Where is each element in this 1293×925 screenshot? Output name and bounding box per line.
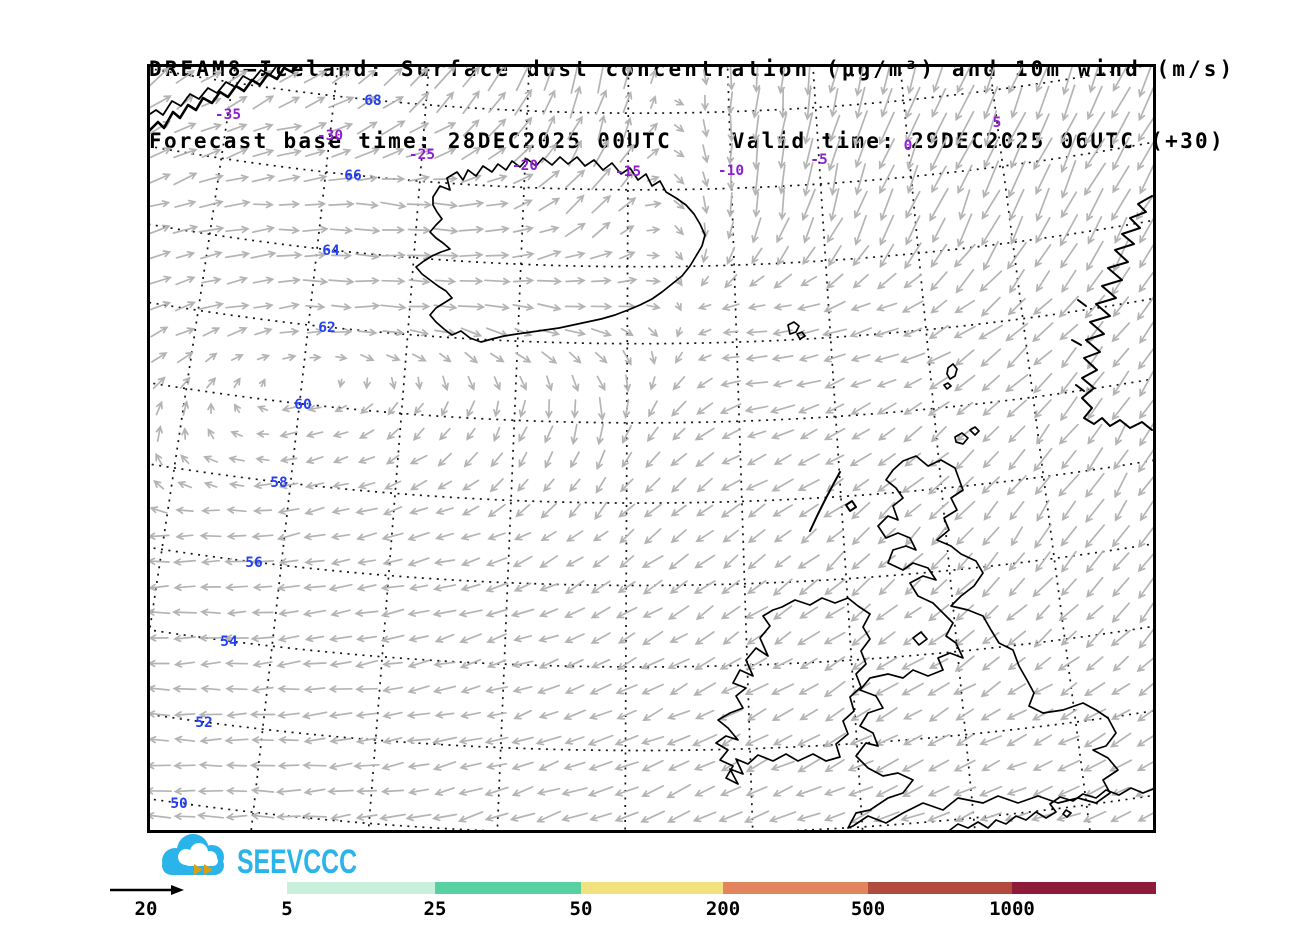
island-shetland: [943, 363, 958, 390]
lat-label: 54: [220, 634, 238, 650]
colorbar-tick-label: 1000: [989, 898, 1035, 920]
lon-label: -15: [615, 164, 641, 180]
colorbar-tick-label: 25: [424, 898, 447, 920]
coastline-great-britain: [847, 455, 1119, 829]
island-isle-of-man: [912, 631, 928, 646]
lat-label: 60: [294, 397, 311, 413]
lon-label: -35: [215, 107, 241, 123]
lon-label: -5: [810, 152, 827, 168]
lat-label: 64: [322, 243, 340, 259]
colorbar-segment: [581, 882, 723, 894]
parallel-line: [149, 377, 1154, 423]
colorbar: 5 25 50 200 500 1000: [281, 882, 1156, 920]
wind-arrow-layer: [149, 66, 1154, 824]
graticule-layer: [149, 66, 1154, 831]
wind-reference-label: 20: [135, 898, 158, 920]
parallel-line: [149, 542, 1154, 586]
lon-label: 0: [904, 138, 913, 154]
coastline-iceland: [415, 156, 706, 343]
map-border: [147, 64, 1156, 833]
meridian-line: [149, 66, 237, 641]
lat-label: 68: [364, 93, 381, 109]
island-faroe: [787, 321, 806, 340]
meridian-line: [250, 66, 339, 831]
coastline-layer: [149, 66, 1154, 831]
lat-label: 52: [195, 715, 212, 731]
lon-label: 5: [993, 115, 1002, 131]
colorbar-tick-label: 5: [281, 898, 292, 920]
seevccc-logo: SEEVCCC: [162, 834, 357, 881]
lat-label: 66: [344, 168, 361, 184]
wind-reference-arrowhead: [171, 885, 184, 895]
colorbar-tick-label: 200: [706, 898, 740, 920]
logo-cloud-icon: [162, 834, 224, 875]
title-line-1: DREAM8–Iceland: Surface dust concentrati…: [149, 57, 1236, 81]
colorbar-segment: [723, 882, 868, 894]
colorbar-segment: [287, 882, 435, 894]
wind-reference: 20: [110, 885, 184, 920]
colorbar-tick-label: 500: [851, 898, 885, 920]
lat-label: 58: [270, 475, 287, 491]
lat-label: 62: [318, 320, 335, 336]
parallel-line: [149, 66, 1145, 114]
colorbar-segment: [435, 882, 581, 894]
meridian-line: [624, 66, 630, 831]
coastline-greenland-inner: [149, 66, 278, 116]
lat-label: 56: [245, 555, 262, 571]
lon-label: -20: [512, 158, 538, 174]
logo-text: SEEVCCC: [237, 843, 357, 881]
coastline-ireland: [715, 597, 871, 785]
lat-label: 50: [170, 796, 187, 812]
colorbar-segment: [1012, 882, 1156, 894]
lon-label: -25: [409, 147, 435, 163]
colorbar-tick-label: 50: [570, 898, 593, 920]
meridian-line: [812, 66, 864, 831]
coastline-norway: [1071, 195, 1153, 431]
wind-arrows: [149, 66, 1154, 824]
colorbar-segment: [868, 882, 1012, 894]
lon-label: -30: [317, 128, 343, 144]
island-orkney: [954, 426, 980, 445]
lon-label: -10: [718, 163, 744, 179]
coastline-greenland: [149, 66, 299, 133]
coastline-france: [947, 787, 1154, 831]
logo-chevron-icon: [194, 864, 213, 875]
island-hebrides: [809, 471, 857, 532]
